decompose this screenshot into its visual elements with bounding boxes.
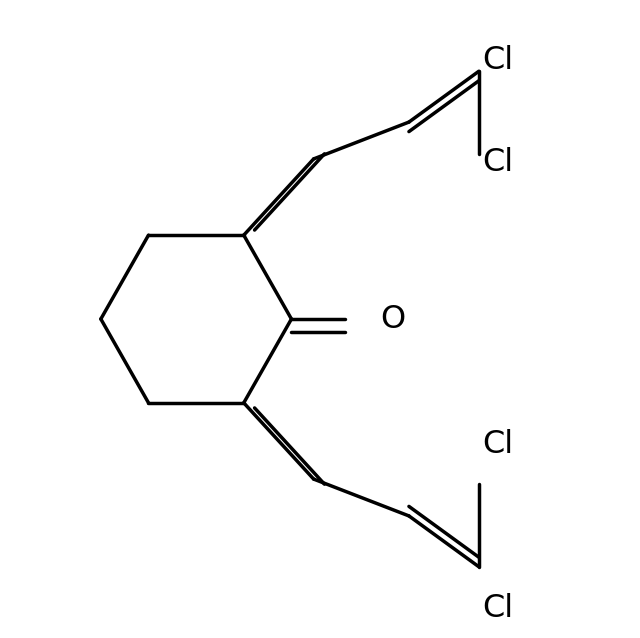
Text: Cl: Cl bbox=[482, 45, 513, 75]
Text: O: O bbox=[381, 304, 406, 334]
Text: Cl: Cl bbox=[482, 593, 513, 625]
Text: Cl: Cl bbox=[482, 429, 513, 460]
Text: Cl: Cl bbox=[482, 147, 513, 178]
